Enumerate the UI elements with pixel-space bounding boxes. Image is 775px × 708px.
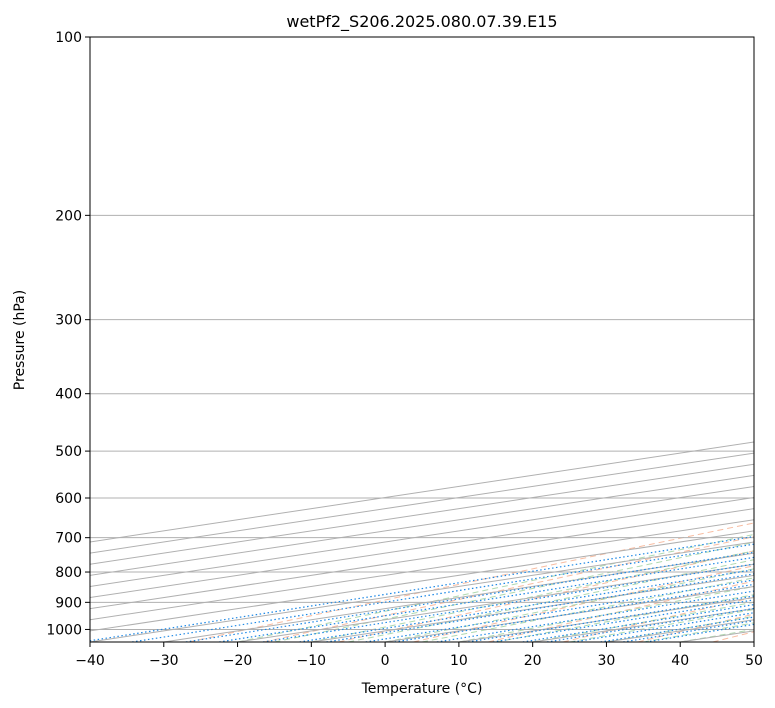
y-tick-label: 900 xyxy=(55,595,82,611)
y-tick-label: 200 xyxy=(55,208,82,224)
skewed-isotherms xyxy=(90,441,754,642)
mixing-ratio-line xyxy=(468,595,754,642)
plot-frame xyxy=(89,36,755,643)
x-tick-label: −10 xyxy=(297,653,327,669)
x-tick-label: −20 xyxy=(223,653,253,669)
moist-adiabat-line xyxy=(237,533,754,642)
y-tick-label: 1000 xyxy=(46,622,82,638)
y-tick-label: 400 xyxy=(55,387,82,403)
isotherm-line xyxy=(90,508,754,610)
plot-area: -100-90-80-70-60-50-40-30-20-100 0.10.20… xyxy=(90,37,754,642)
isotherm-line xyxy=(90,485,754,587)
x-tick-label: 0 xyxy=(381,653,390,669)
pressure-gridlines xyxy=(90,37,754,630)
isotherm-line xyxy=(90,530,754,632)
moist-adiabat-line xyxy=(274,541,754,642)
y-axis-ticks: 1000 900 800 700 600 500 400 300 200 100 xyxy=(46,30,90,638)
mixing-ratio-line xyxy=(90,535,754,642)
y-tick-label: 600 xyxy=(55,491,82,507)
x-tick-label: 50 xyxy=(745,653,763,669)
y-tick-label: 700 xyxy=(55,531,82,547)
moist-adiabat-line xyxy=(458,585,754,642)
moist-adiabat-line xyxy=(532,601,754,642)
moist-adiabat-line xyxy=(385,568,754,642)
y-tick-label: 800 xyxy=(55,565,82,581)
isotherm-line xyxy=(90,452,754,554)
x-tick-label: 10 xyxy=(450,653,468,669)
x-tick-label: 20 xyxy=(524,653,542,669)
mixing-ratio-line xyxy=(394,583,754,642)
moist-adiabats xyxy=(237,533,754,642)
mixing-ratio-line xyxy=(132,543,754,642)
isotherm-line xyxy=(90,441,754,543)
x-tick-label: −30 xyxy=(149,653,179,669)
isotherm-line xyxy=(90,497,754,599)
isotherm-line xyxy=(90,474,754,576)
y-tick-label: 500 xyxy=(55,444,82,460)
x-axis-ticks: −40 −30 −20 −10 0 10 20 30 40 50 xyxy=(75,642,763,669)
y-tick-label: 100 xyxy=(55,30,82,46)
x-axis-label: Temperature (°C) xyxy=(361,681,483,697)
mixing-ratio-lines xyxy=(90,535,754,642)
y-tick-label: 300 xyxy=(55,313,82,329)
isotherm-line xyxy=(90,519,754,621)
x-tick-label: 40 xyxy=(671,653,689,669)
chart-title: wetPf2_S206.2025.080.07.39.E15 xyxy=(286,12,557,32)
x-tick-label: −40 xyxy=(75,653,105,669)
mixing-ratio-line xyxy=(436,590,754,642)
isotherm-line xyxy=(90,463,754,565)
x-tick-label: 30 xyxy=(598,653,616,669)
y-axis-label: Pressure (hPa) xyxy=(12,290,28,390)
